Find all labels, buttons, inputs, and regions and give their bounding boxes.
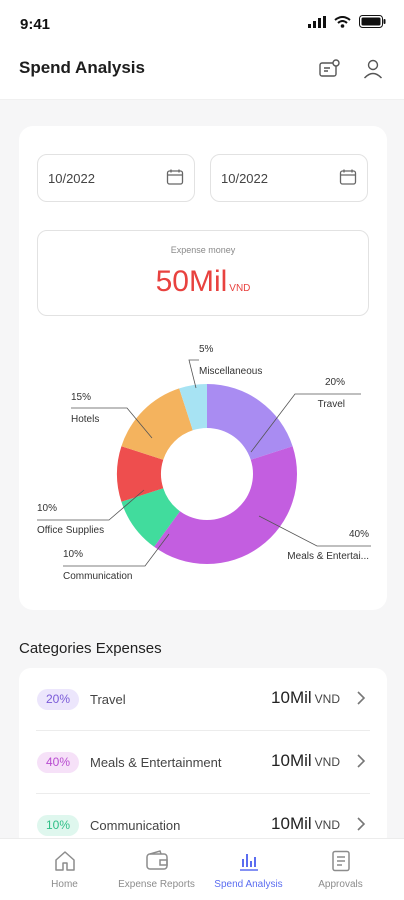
slice-category-label: Office Supplies xyxy=(37,525,104,536)
nav-label: Expense Reports xyxy=(118,879,195,890)
battery-icon xyxy=(359,15,386,28)
leader-line xyxy=(250,393,361,453)
category-percent-badge: 20% xyxy=(37,689,79,710)
from-date-value: 10/2022 xyxy=(48,171,95,186)
category-label: Meals & Entertainment xyxy=(90,755,222,770)
category-percent-badge: 40% xyxy=(37,752,79,773)
nav-label: Spend Analysis xyxy=(214,879,283,890)
category-item[interactable]: 20% Travel 10Mil VND xyxy=(36,668,370,731)
document-icon xyxy=(331,850,350,872)
category-amount: 10Mil VND xyxy=(271,814,340,834)
donut-slice-communication xyxy=(121,488,180,547)
to-date-value: 10/2022 xyxy=(221,171,268,186)
slice-percent-label: 5% xyxy=(199,344,214,355)
slice-category-label: Communication xyxy=(63,571,132,582)
receipt-scan-icon[interactable] xyxy=(316,56,342,82)
status-bar: 9:41 xyxy=(0,0,404,44)
status-icons xyxy=(308,15,386,28)
slice-percent-label: 40% xyxy=(349,529,369,540)
category-amount-value: 10Mil xyxy=(271,688,312,707)
main-content: 10/2022 10/2022 Expense money 50Mil VND 2… xyxy=(0,100,404,848)
expense-unit: VND xyxy=(229,283,251,294)
chevron-right-icon xyxy=(357,691,366,705)
category-amount: 10Mil VND xyxy=(271,751,340,771)
app-header: Spend Analysis xyxy=(0,44,404,100)
leader-line xyxy=(188,359,199,389)
status-time: 9:41 xyxy=(20,16,51,33)
nav-expense-reports[interactable]: Expense Reports xyxy=(106,849,207,890)
slice-percent-label: 10% xyxy=(37,503,57,514)
category-item[interactable]: 10% Communication 10Mil VND xyxy=(36,794,370,857)
nav-label: Approvals xyxy=(318,879,363,890)
leader-line xyxy=(37,489,145,521)
donut-slice-hotels xyxy=(121,388,193,460)
slice-category-label: Meals & Entertai... xyxy=(287,551,369,562)
donut-slice-meals-entertai xyxy=(154,446,297,564)
spend-summary-card: 10/2022 10/2022 Expense money 50Mil VND 2… xyxy=(19,126,387,610)
leader-line xyxy=(71,407,153,439)
leader-line xyxy=(258,515,371,547)
slice-percent-label: 10% xyxy=(63,549,83,560)
donut-slice-office-supplies xyxy=(117,446,164,502)
category-label: Communication xyxy=(90,818,181,833)
slice-category-label: Travel xyxy=(318,399,345,410)
expense-money-box: Expense money 50Mil VND xyxy=(37,230,369,316)
chevron-right-icon xyxy=(357,754,366,768)
user-profile-icon[interactable] xyxy=(360,56,386,82)
donut-slice-travel xyxy=(207,384,293,460)
slice-percent-label: 20% xyxy=(325,377,345,388)
bottom-nav: Home Expense Reports Spend Analysis Appr… xyxy=(0,838,404,900)
expense-value: 50Mil xyxy=(155,265,228,298)
category-amount-unit: VND xyxy=(314,692,340,706)
wifi-icon xyxy=(334,15,351,28)
from-date-picker[interactable]: 10/2022 xyxy=(37,154,195,202)
category-percent-badge: 10% xyxy=(37,815,79,836)
page-title: Spend Analysis xyxy=(19,58,145,77)
nav-spend-analysis[interactable]: Spend Analysis xyxy=(198,849,299,890)
nav-label: Home xyxy=(51,879,78,890)
nav-approvals[interactable]: Approvals xyxy=(290,849,391,890)
chevron-right-icon xyxy=(357,817,366,831)
donut-chart: 20% Travel 40% Meals & Entertai... 10% Commun… xyxy=(37,344,371,582)
slice-percent-label: 15% xyxy=(71,392,91,403)
category-amount-value: 10Mil xyxy=(271,814,312,833)
expense-label: Expense money xyxy=(170,245,236,255)
slice-category-label: Miscellaneous xyxy=(199,366,262,377)
category-amount-unit: VND xyxy=(314,818,340,832)
nav-home[interactable]: Home xyxy=(14,849,115,890)
calendar-icon xyxy=(166,169,184,185)
bar-chart-icon xyxy=(239,854,258,871)
category-label: Travel xyxy=(90,692,126,707)
category-amount: 10Mil VND xyxy=(271,688,340,708)
category-item[interactable]: 40% Meals & Entertainment 10Mil VND xyxy=(36,731,370,794)
donut-slice-miscellaneous xyxy=(179,384,207,431)
to-date-picker[interactable]: 10/2022 xyxy=(210,154,368,202)
leader-line xyxy=(63,533,170,567)
wallet-icon xyxy=(145,850,168,870)
categories-title: Categories Expenses xyxy=(19,640,162,657)
slice-category-label: Hotels xyxy=(71,414,99,425)
signal-icon xyxy=(308,15,326,28)
calendar-icon xyxy=(339,169,357,185)
category-amount-unit: VND xyxy=(314,755,340,769)
expense-amount: 50Mil VND xyxy=(38,265,368,299)
category-amount-value: 10Mil xyxy=(271,751,312,770)
categories-list: 20% Travel 10Mil VND 40% Meals & Entertai… xyxy=(19,668,387,848)
home-icon xyxy=(54,851,75,871)
